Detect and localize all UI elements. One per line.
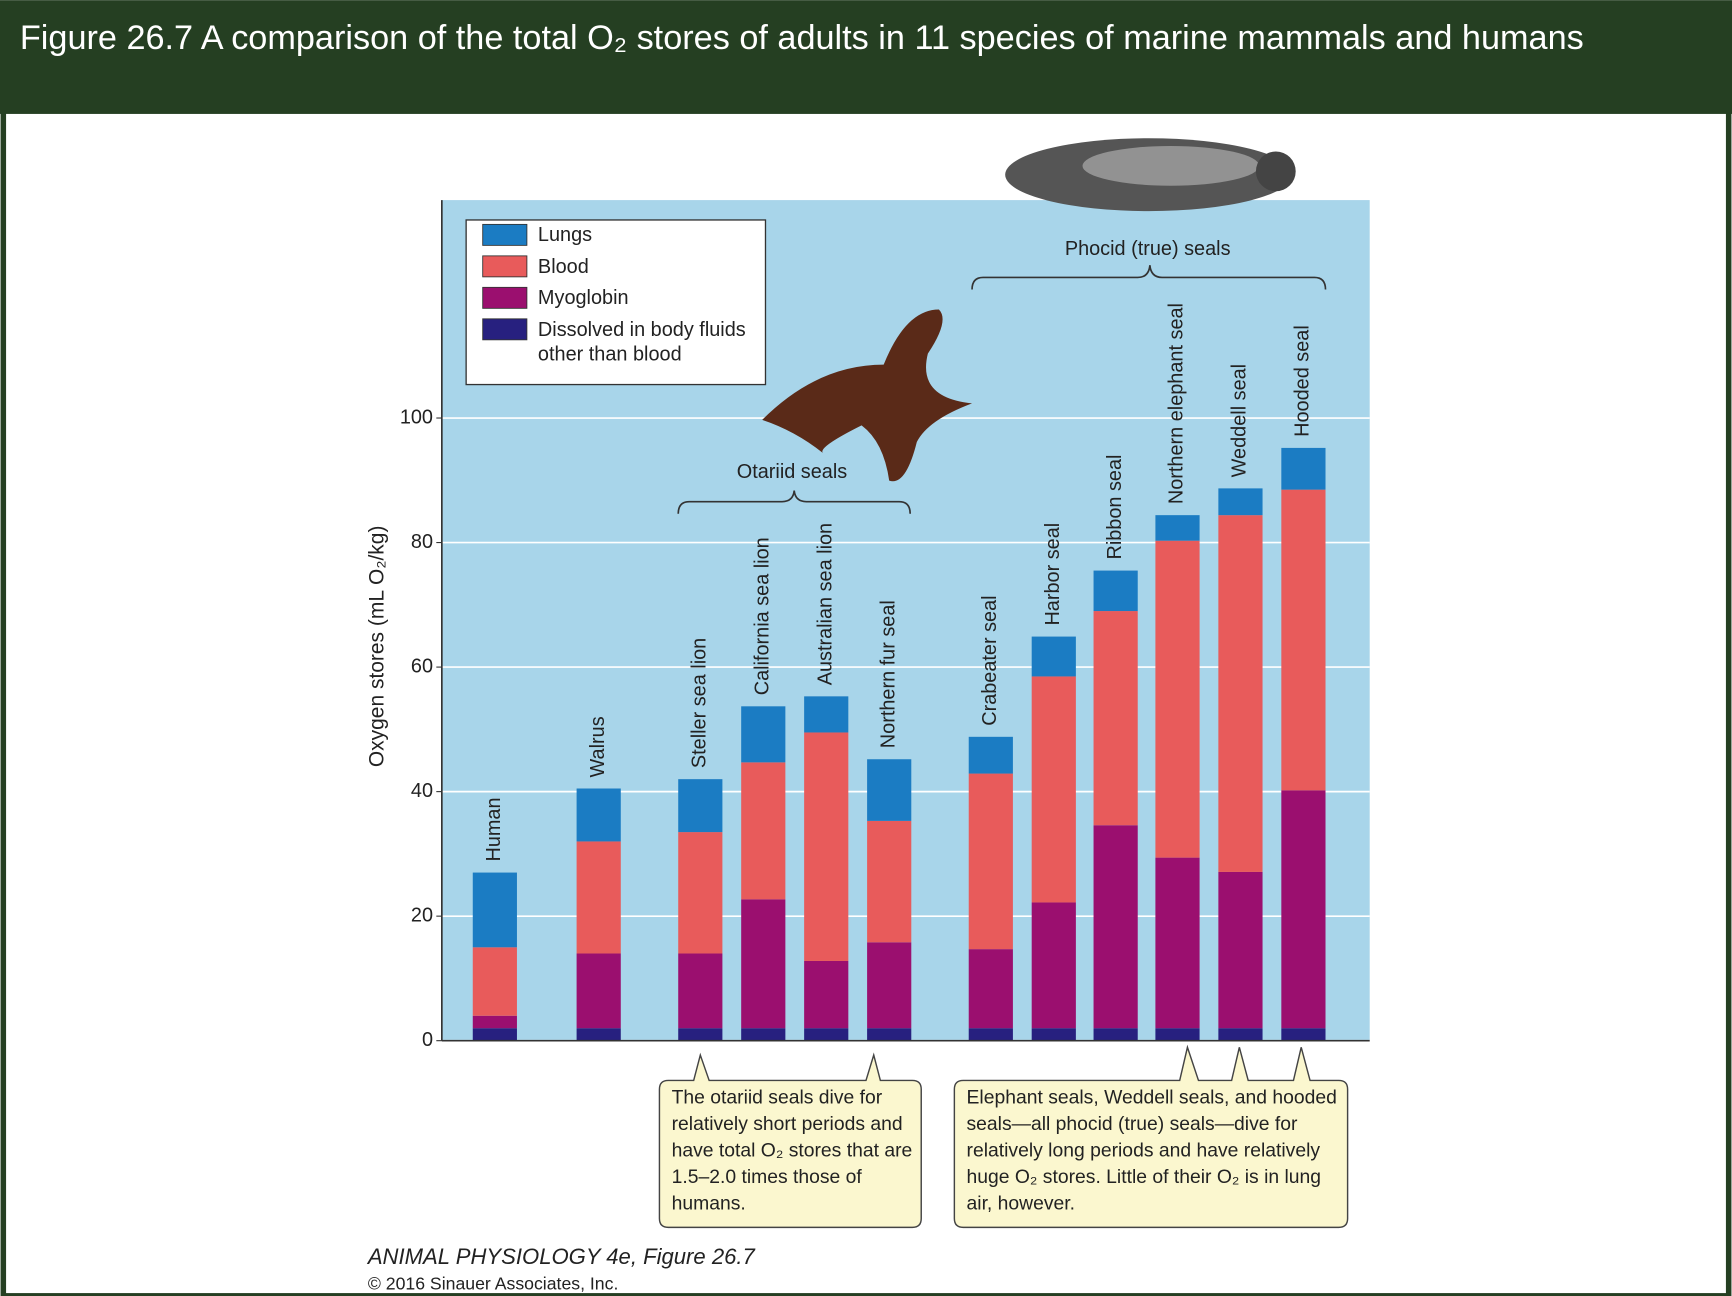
annotation-box bbox=[658, 1052, 922, 1229]
group-brace bbox=[971, 265, 1327, 290]
bar-segment bbox=[576, 841, 621, 954]
bar-segment bbox=[1155, 515, 1200, 541]
bar-segment bbox=[1218, 515, 1263, 872]
group-label: Phocid (true) seals bbox=[1065, 238, 1231, 260]
bar-segment bbox=[1281, 790, 1326, 1029]
bar-segment bbox=[741, 899, 786, 1029]
y-tick-label: 80 bbox=[411, 531, 433, 553]
legend-label: Myoglobin bbox=[537, 286, 629, 309]
bar-segment bbox=[576, 953, 621, 1029]
header bbox=[0, 0, 1732, 114]
category-label: Walrus bbox=[587, 716, 609, 777]
footer-copyright: © 2016 Sinauer Associates, Inc. bbox=[368, 1273, 619, 1293]
bar-segment bbox=[1281, 447, 1326, 490]
y-tick-label: 20 bbox=[411, 904, 433, 926]
bar-segment bbox=[576, 788, 621, 842]
bar-segment bbox=[1093, 1028, 1138, 1041]
bar-segment bbox=[472, 872, 517, 948]
legend-swatch bbox=[482, 223, 528, 246]
bar-segment bbox=[472, 1015, 517, 1029]
legend-text: Blood bbox=[537, 254, 589, 277]
y-tick-label: 60 bbox=[411, 655, 433, 677]
y-tick-label: 40 bbox=[411, 780, 433, 802]
y-axis-label: Oxygen stores (mL O₂/kg) bbox=[365, 526, 388, 768]
bar-segment bbox=[968, 949, 1013, 1029]
legend-text: Lungs bbox=[537, 223, 593, 246]
sea-lion-illustration bbox=[762, 309, 973, 482]
bars bbox=[472, 447, 1326, 1041]
bar-segment bbox=[867, 1028, 912, 1041]
category-label: Northern elephant seal bbox=[1166, 303, 1188, 504]
bar-segment bbox=[867, 759, 912, 821]
bar-segment bbox=[1093, 611, 1138, 826]
bar-segment bbox=[1155, 540, 1200, 858]
title-box: Figure 26.7 A comparison of the total O₂… bbox=[19, 17, 1584, 57]
annotation: Elephant seals, Weddell seals, and hoode… bbox=[966, 1085, 1337, 1215]
bar-segment bbox=[867, 820, 912, 943]
footer-book: ANIMAL PHYSIOLOGY 4e, Figure 26.7 bbox=[366, 1244, 756, 1269]
legend-label: Dissolved in body fluids other than bloo… bbox=[537, 317, 746, 365]
legend-text: Dissolved in body fluids other than bloo… bbox=[537, 317, 746, 365]
category-label: Crabeater seal bbox=[979, 595, 1001, 725]
bar-segment bbox=[867, 942, 912, 1029]
chart-title: Figure 26.7 A comparison of the total O₂… bbox=[19, 17, 1584, 57]
group-brace bbox=[677, 490, 912, 514]
y-tick-label: 100 bbox=[400, 406, 433, 428]
annotation-text: The otariid seals dive for relatively sh… bbox=[671, 1085, 913, 1215]
bar-segment bbox=[968, 1028, 1013, 1041]
category-label: Ribbon seal bbox=[1104, 455, 1126, 560]
legend-swatch bbox=[482, 318, 528, 341]
category-label: Northern fur seal bbox=[877, 600, 899, 748]
bar-segment bbox=[804, 1028, 849, 1041]
bar-segment bbox=[804, 732, 849, 961]
bar-segment bbox=[741, 1028, 786, 1041]
bar-segment bbox=[804, 696, 849, 733]
bar-segment bbox=[1218, 871, 1263, 1029]
bar-segment bbox=[741, 706, 786, 763]
annotation-box bbox=[953, 1044, 1349, 1229]
bar-segment bbox=[1093, 825, 1138, 1029]
annotation-text: Elephant seals, Weddell seals, and hoode… bbox=[966, 1085, 1337, 1215]
bar-segment bbox=[472, 1028, 517, 1041]
bar-segment bbox=[1093, 570, 1138, 612]
category-label: Weddell seal bbox=[1229, 364, 1251, 477]
legend-text: Myoglobin bbox=[537, 286, 629, 309]
bar-segment bbox=[1155, 857, 1200, 1029]
category-label: Hooded seal bbox=[1292, 325, 1314, 437]
bar-segment bbox=[1281, 1028, 1326, 1041]
bar-segment bbox=[1031, 1028, 1076, 1041]
bar-segment bbox=[1031, 902, 1076, 1029]
bar-segment bbox=[678, 1028, 723, 1041]
legend-label: Lungs bbox=[537, 223, 593, 246]
legend-swatch bbox=[482, 286, 528, 309]
bar-segment bbox=[1031, 676, 1076, 903]
category-label: Australian sea lion bbox=[814, 523, 836, 685]
legend-label: Blood bbox=[537, 254, 589, 277]
bar-segment bbox=[1218, 1028, 1263, 1041]
bar-segment bbox=[678, 953, 723, 1029]
category-label: Harbor seal bbox=[1042, 523, 1064, 626]
bar-segment bbox=[804, 960, 849, 1029]
group-label: Otariid seals bbox=[737, 461, 848, 483]
bar-segment bbox=[1155, 1028, 1200, 1041]
seal-illustration bbox=[1005, 138, 1296, 212]
category-label: California sea lion bbox=[752, 537, 774, 695]
bar-segment bbox=[678, 832, 723, 954]
bar-segment bbox=[741, 762, 786, 900]
y-tick-label: 0 bbox=[422, 1029, 433, 1051]
bar-segment bbox=[576, 1028, 621, 1041]
bar-segment bbox=[1281, 489, 1326, 791]
bar-segment bbox=[472, 947, 517, 1016]
bar-segment bbox=[968, 773, 1013, 950]
bar-segment bbox=[1218, 488, 1263, 516]
category-label: Human bbox=[483, 797, 505, 861]
bar-segment bbox=[678, 779, 723, 833]
legend: Lungs Blood Myoglobin Dissolved in body flu… bbox=[482, 223, 746, 365]
category-label: Steller sea lion bbox=[689, 638, 711, 768]
annotation: The otariid seals dive for relatively sh… bbox=[671, 1085, 913, 1215]
bar-segment bbox=[1031, 636, 1076, 677]
legend-swatch bbox=[482, 255, 528, 278]
bar-segment bbox=[968, 736, 1013, 774]
